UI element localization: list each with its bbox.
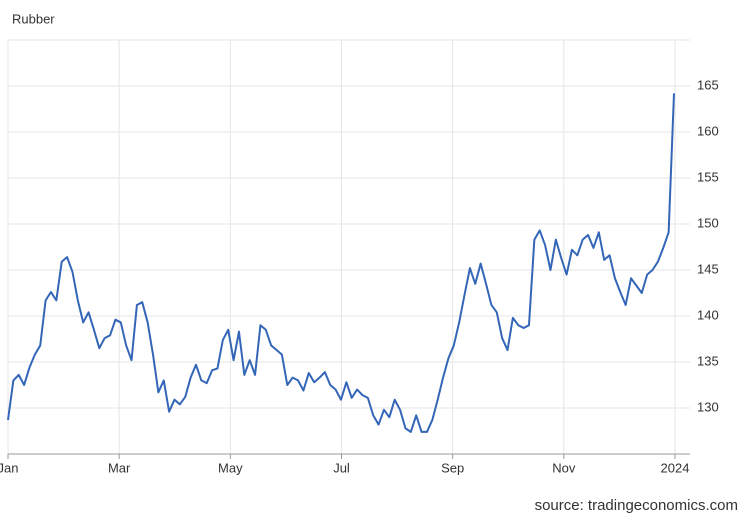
- x-tick-label: Jul: [333, 460, 350, 475]
- price-line: [7, 93, 675, 433]
- y-tick-label: 135: [697, 353, 719, 368]
- source: source: tradingeconomics.com: [535, 497, 738, 514]
- y-tick-label: 165: [697, 77, 719, 92]
- x-tick-label: Nov: [552, 460, 576, 475]
- x-tick-label: Jan: [0, 460, 18, 475]
- x-tick-label: May: [218, 460, 243, 475]
- x-tick-label: 2024: [661, 460, 690, 475]
- y-tick-label: 145: [697, 261, 719, 276]
- y-tick-label: 130: [697, 399, 719, 414]
- y-tick-label: 150: [697, 215, 719, 230]
- y-tick-label: 140: [697, 307, 719, 322]
- y-tick-label: 160: [697, 123, 719, 138]
- y-tick-label: 155: [697, 169, 719, 184]
- chart-title: Rubber: [12, 11, 55, 26]
- x-tick-label: Sep: [441, 460, 464, 475]
- x-tick-label: Mar: [108, 460, 131, 475]
